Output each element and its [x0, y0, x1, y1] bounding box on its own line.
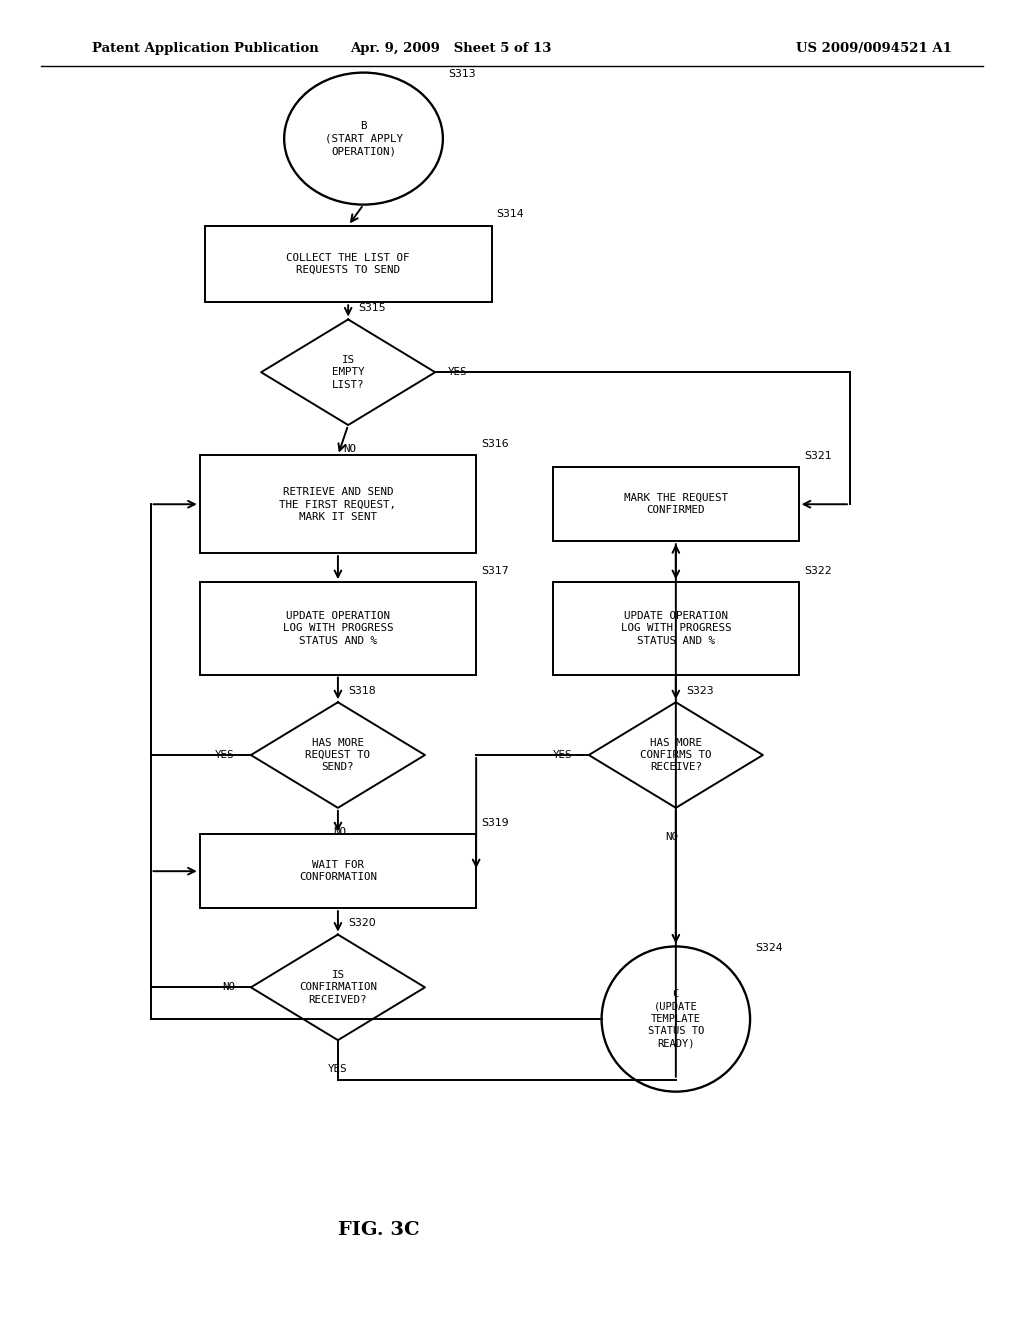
Text: S321: S321 [804, 450, 831, 461]
Text: HAS MORE
REQUEST TO
SEND?: HAS MORE REQUEST TO SEND? [305, 738, 371, 772]
FancyBboxPatch shape [553, 467, 799, 541]
Text: S322: S322 [804, 565, 831, 576]
Text: YES: YES [215, 750, 234, 760]
Text: S319: S319 [481, 817, 509, 828]
FancyBboxPatch shape [200, 582, 476, 675]
Text: HAS MORE
CONFIRMS TO
RECEIVE?: HAS MORE CONFIRMS TO RECEIVE? [640, 738, 712, 772]
Text: S313: S313 [449, 69, 475, 79]
Polygon shape [251, 702, 425, 808]
Text: FIG. 3C: FIG. 3C [338, 1221, 420, 1239]
FancyBboxPatch shape [200, 834, 476, 908]
Text: US 2009/0094521 A1: US 2009/0094521 A1 [797, 42, 952, 55]
Ellipse shape [601, 946, 750, 1092]
Ellipse shape [284, 73, 443, 205]
Text: NO: NO [666, 832, 679, 842]
Polygon shape [261, 319, 435, 425]
Text: S314: S314 [497, 209, 524, 219]
Text: S315: S315 [358, 302, 386, 313]
FancyBboxPatch shape [200, 455, 476, 553]
Polygon shape [251, 935, 425, 1040]
Text: Apr. 9, 2009   Sheet 5 of 13: Apr. 9, 2009 Sheet 5 of 13 [350, 42, 551, 55]
Text: WAIT FOR
CONFORMATION: WAIT FOR CONFORMATION [299, 861, 377, 882]
Text: Patent Application Publication: Patent Application Publication [92, 42, 318, 55]
Text: S317: S317 [481, 565, 509, 576]
Text: YES: YES [553, 750, 572, 760]
Text: S320: S320 [348, 917, 376, 928]
Text: YES: YES [328, 1064, 347, 1074]
Text: COLLECT THE LIST OF
REQUESTS TO SEND: COLLECT THE LIST OF REQUESTS TO SEND [287, 253, 410, 275]
FancyBboxPatch shape [205, 226, 492, 302]
Text: B
(START APPLY
OPERATION): B (START APPLY OPERATION) [325, 121, 402, 156]
Text: S323: S323 [686, 685, 714, 696]
Text: IS
CONFIRMATION
RECEIVED?: IS CONFIRMATION RECEIVED? [299, 970, 377, 1005]
Text: S324: S324 [756, 942, 782, 953]
Text: C
(UPDATE
TEMPLATE
STATUS TO
READY): C (UPDATE TEMPLATE STATUS TO READY) [648, 989, 703, 1049]
FancyBboxPatch shape [553, 582, 799, 675]
Text: NO: NO [343, 444, 356, 454]
Text: NO: NO [222, 982, 236, 993]
Text: NO: NO [333, 826, 346, 837]
Text: S316: S316 [481, 438, 509, 449]
Text: IS
EMPTY
LIST?: IS EMPTY LIST? [332, 355, 365, 389]
Text: RETRIEVE AND SEND
THE FIRST REQUEST,
MARK IT SENT: RETRIEVE AND SEND THE FIRST REQUEST, MAR… [280, 487, 396, 521]
Polygon shape [589, 702, 763, 808]
Text: YES: YES [447, 367, 467, 378]
Text: MARK THE REQUEST
CONFIRMED: MARK THE REQUEST CONFIRMED [624, 494, 728, 515]
Text: UPDATE OPERATION
LOG WITH PROGRESS
STATUS AND %: UPDATE OPERATION LOG WITH PROGRESS STATU… [621, 611, 731, 645]
Text: UPDATE OPERATION
LOG WITH PROGRESS
STATUS AND %: UPDATE OPERATION LOG WITH PROGRESS STATU… [283, 611, 393, 645]
Text: S318: S318 [348, 685, 376, 696]
